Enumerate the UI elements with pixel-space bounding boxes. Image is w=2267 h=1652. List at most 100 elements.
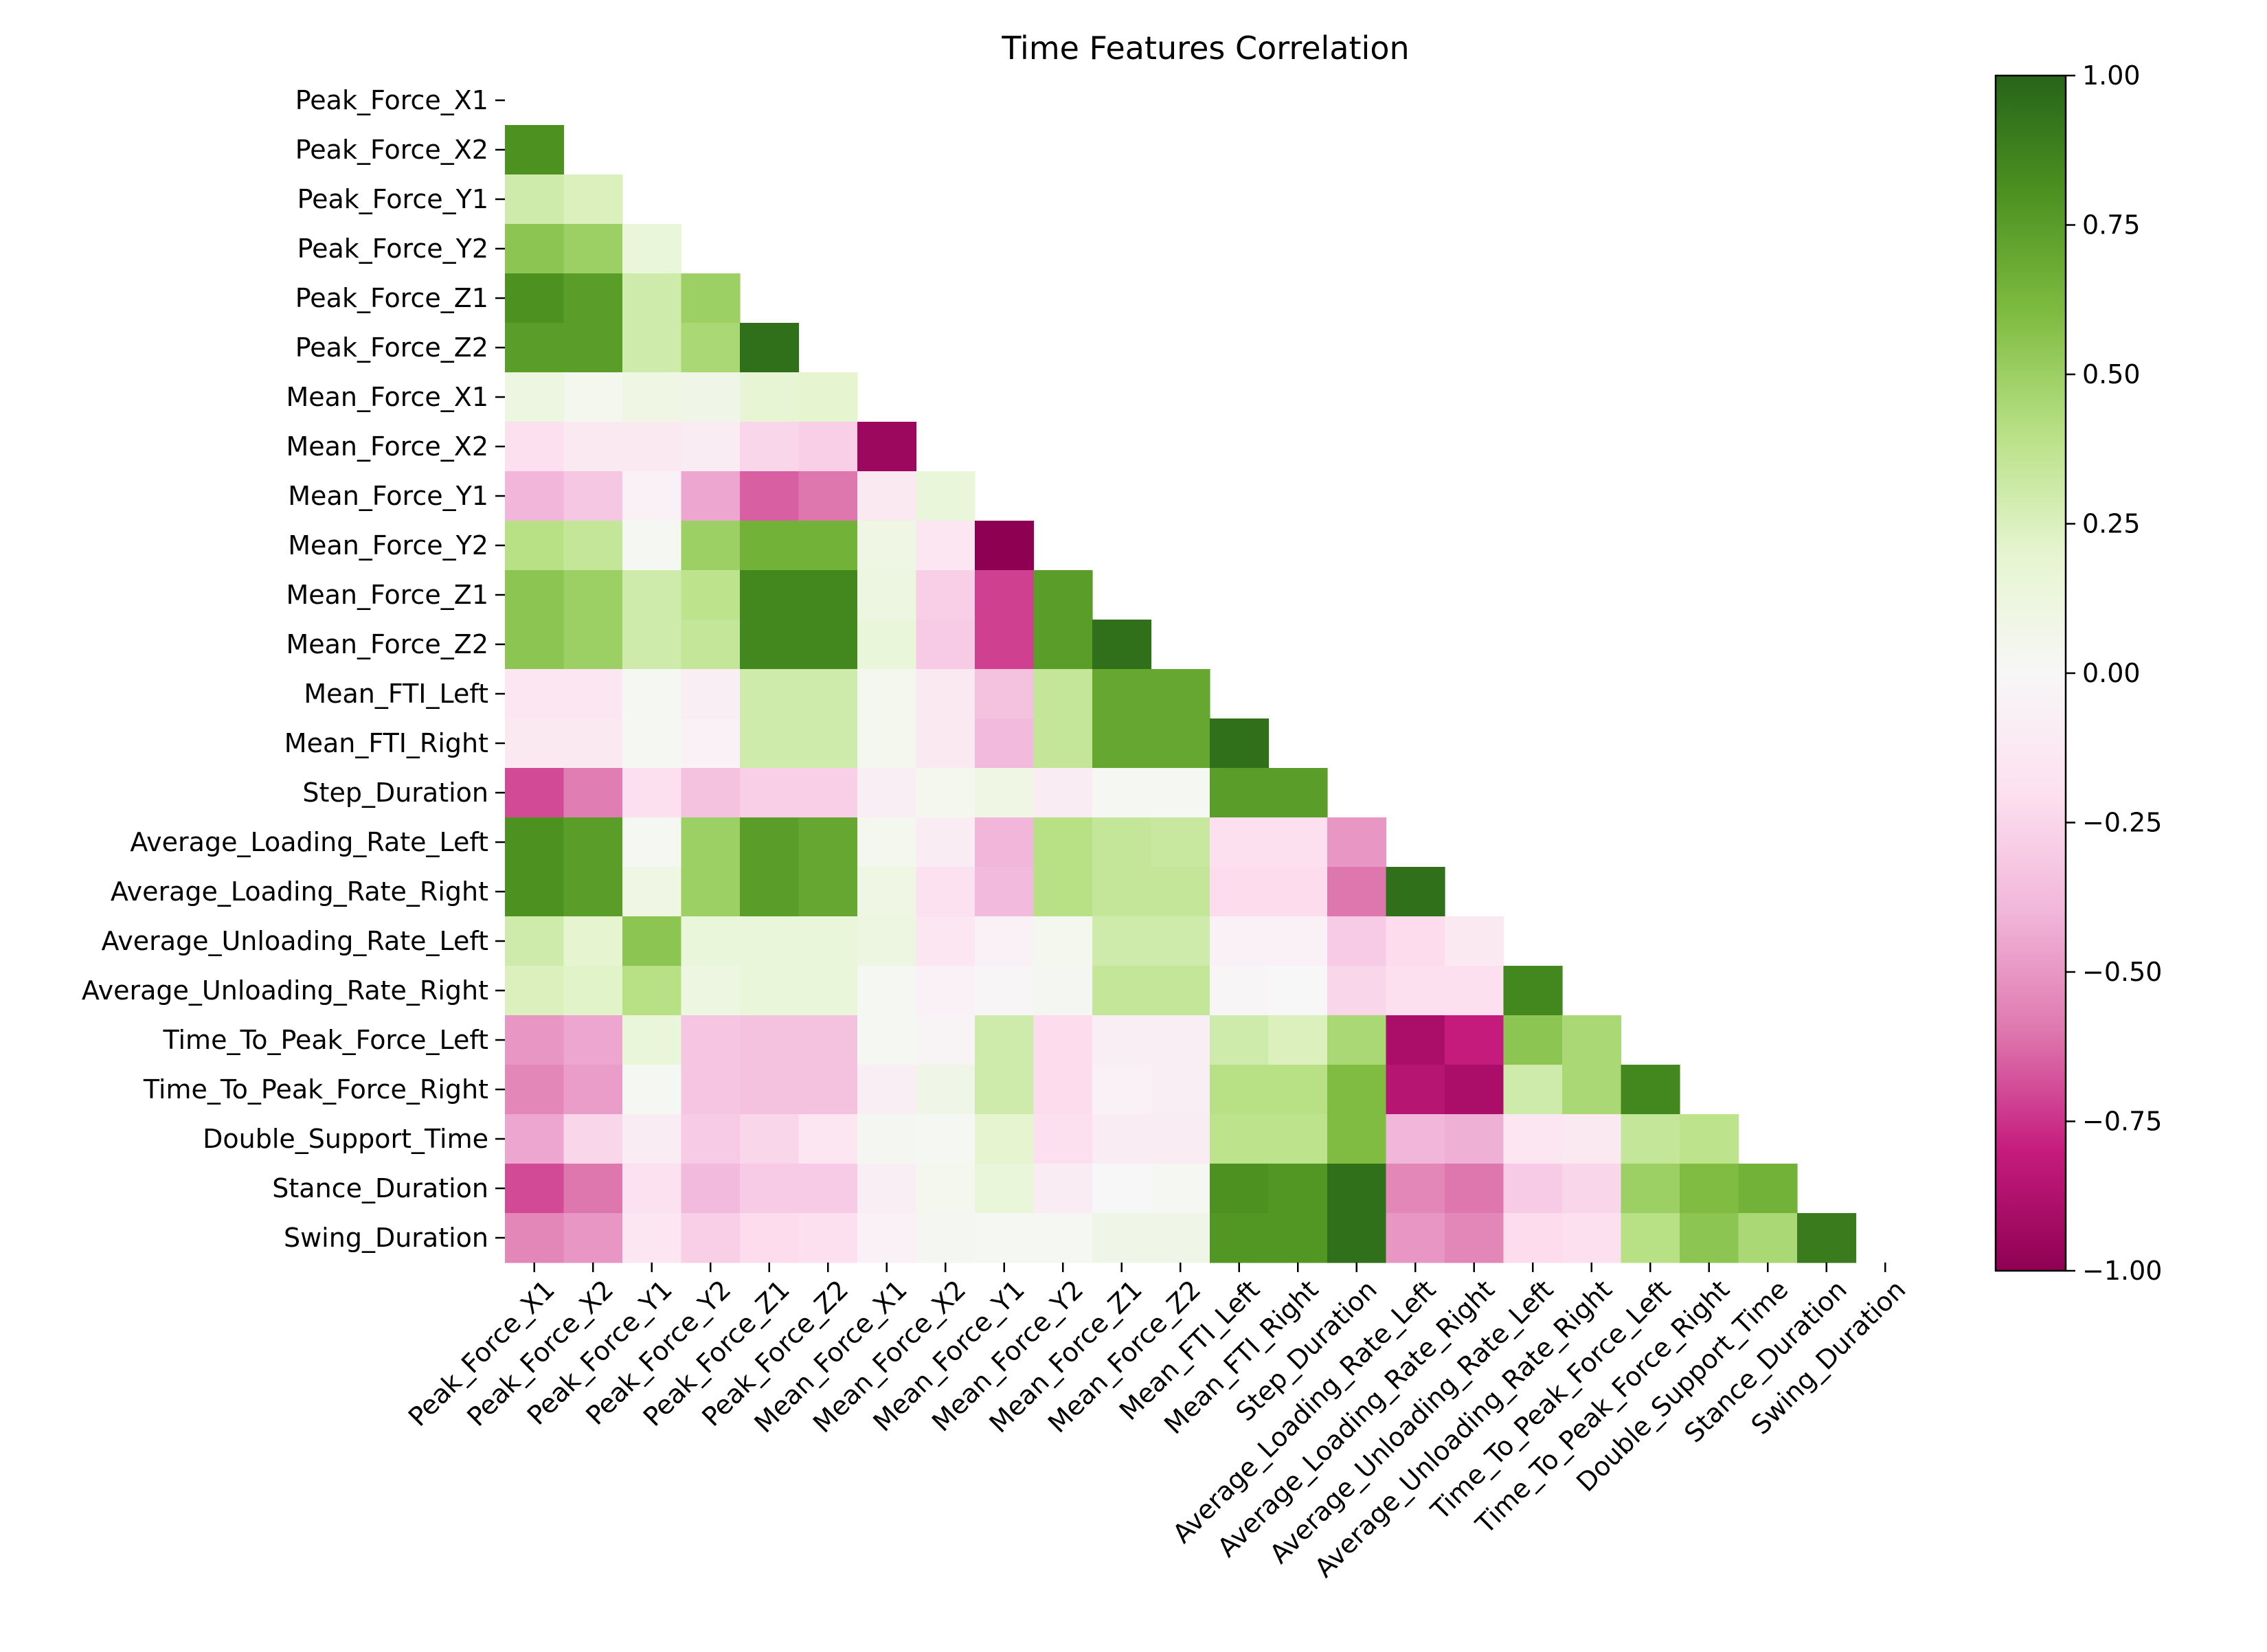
heatmap-cell	[1327, 1114, 1387, 1164]
heatmap-cell	[975, 916, 1035, 966]
heatmap-cell	[622, 768, 682, 818]
heatmap-cell	[1210, 1065, 1270, 1115]
heatmap-cell	[1268, 1065, 1328, 1115]
heatmap-cell	[916, 1114, 975, 1164]
heatmap-cell	[1503, 1065, 1563, 1115]
heatmap-cell	[505, 570, 565, 620]
heatmap-cell	[681, 273, 741, 324]
heatmap-cell	[505, 521, 565, 571]
heatmap-cell	[622, 273, 682, 324]
heatmap-cell	[563, 1164, 623, 1214]
heatmap-cell	[681, 471, 741, 521]
heatmap-cell	[1268, 1213, 1328, 1263]
heatmap-cell	[740, 323, 800, 373]
heatmap-cell	[1386, 916, 1445, 966]
heatmap-cell	[681, 323, 741, 373]
heatmap-cell	[975, 570, 1035, 620]
y-tick-label: Step_Duration	[302, 778, 488, 808]
y-tick-label: Peak_Force_Y2	[297, 234, 488, 264]
heatmap-cell	[1445, 1015, 1504, 1065]
heatmap-cell	[505, 718, 565, 769]
heatmap-cell	[505, 768, 565, 818]
y-tick-label: Average_Unloading_Rate_Left	[101, 926, 488, 956]
heatmap-cell	[505, 372, 565, 422]
heatmap-cell	[1268, 1164, 1328, 1214]
heatmap-cell	[857, 1065, 917, 1115]
heatmap-cell	[916, 471, 975, 521]
heatmap-cell	[1268, 916, 1328, 966]
heatmap-cell	[1386, 867, 1445, 917]
heatmap-cell	[505, 1213, 565, 1263]
heatmap-cell	[563, 1065, 623, 1115]
heatmap-cell	[563, 867, 623, 917]
heatmap-cell	[975, 1065, 1035, 1115]
heatmap-cell	[681, 1213, 741, 1263]
heatmap-cell	[505, 1114, 565, 1164]
heatmap-cell	[681, 521, 741, 571]
heatmap-cell	[622, 1213, 682, 1263]
heatmap-cell	[1151, 669, 1210, 719]
heatmap-cell	[1327, 1213, 1387, 1263]
heatmap-cell	[1092, 1213, 1152, 1263]
heatmap-cell	[1210, 817, 1270, 868]
heatmap-cell	[916, 1164, 975, 1214]
y-tick-label: Mean_Force_X2	[286, 431, 488, 462]
heatmap-cell	[1562, 1015, 1622, 1065]
heatmap-cell	[1151, 768, 1210, 818]
heatmap-cell	[857, 1114, 917, 1164]
heatmap-cell	[1621, 1213, 1680, 1263]
heatmap-cell	[563, 422, 623, 472]
heatmap-cell	[798, 1065, 858, 1115]
heatmap-cell	[563, 224, 623, 274]
heatmap-cell	[1033, 1164, 1093, 1214]
heatmap-cell	[857, 1164, 917, 1214]
heatmap-cell	[622, 1164, 682, 1214]
heatmap-cell	[798, 570, 858, 620]
heatmap-cell	[622, 323, 682, 373]
heatmap-cell	[975, 768, 1035, 818]
heatmap-cell	[916, 718, 975, 769]
heatmap-cell	[505, 867, 565, 917]
heatmap-cell	[857, 1015, 917, 1065]
heatmap-cell	[798, 817, 858, 868]
heatmap-cell	[563, 1114, 623, 1164]
heatmap-cell	[622, 521, 682, 571]
heatmap-cell	[857, 570, 917, 620]
heatmap-cell	[681, 817, 741, 868]
heatmap-cell	[681, 718, 741, 769]
heatmap-cell	[740, 916, 800, 966]
heatmap-cell	[1151, 1114, 1210, 1164]
heatmap-cell	[1503, 1213, 1563, 1263]
heatmap-cell	[798, 669, 858, 719]
colorbar: 1.00 0.75 0.50 0.25 0.00 −0.25 −0.50 −0.75 −1.00	[1994, 60, 2162, 1286]
heatmap-cell	[798, 471, 858, 521]
heatmap-cell	[563, 521, 623, 571]
heatmap-cell	[622, 620, 682, 670]
heatmap-cell	[1268, 768, 1328, 818]
heatmap-cell	[505, 125, 565, 175]
heatmap-cell	[916, 570, 975, 620]
colorbar-tick-label: −0.50	[2082, 957, 2162, 987]
colorbar-tick-label: 0.50	[2082, 359, 2141, 389]
heatmap-cell	[1092, 1065, 1152, 1115]
y-tick-label: Mean_FTI_Left	[304, 679, 488, 709]
heatmap-cell	[1033, 817, 1093, 868]
heatmap-cell	[857, 422, 917, 472]
heatmap-cell	[975, 1015, 1035, 1065]
heatmap-cell	[563, 570, 623, 620]
y-tick-label: Time_To_Peak_Force_Right	[143, 1074, 488, 1105]
heatmap-cell	[1268, 817, 1328, 868]
heatmap-cell	[681, 620, 741, 670]
heatmap-cell	[622, 471, 682, 521]
heatmap-cell	[563, 669, 623, 719]
heatmap-cell	[916, 1015, 975, 1065]
heatmap-cell	[857, 521, 917, 571]
heatmap-cell	[1033, 570, 1093, 620]
colorbar-tick-label: −1.00	[2082, 1256, 2162, 1286]
heatmap-cell	[1210, 1213, 1270, 1263]
y-tick-label: Mean_Force_Z2	[286, 629, 488, 659]
x-axis: Peak_Force_X1Peak_Force_X2Peak_Force_Y1P…	[403, 1263, 1911, 1583]
heatmap-cell	[1327, 817, 1387, 868]
heatmap-cell	[1738, 1164, 1798, 1214]
